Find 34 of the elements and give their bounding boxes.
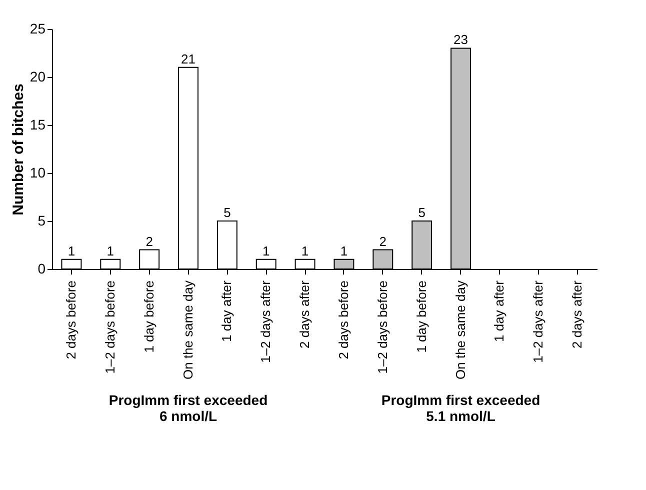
data-label: 2 (379, 234, 387, 249)
y-tick-label: 25 (30, 20, 46, 36)
x-tick-label: 1–2 days after (530, 280, 546, 363)
x-tick-label: 1 day before (414, 280, 429, 353)
x-tick-label: On the same day (452, 280, 468, 380)
x-tick-label: 1–2 days after (258, 280, 274, 363)
y-tick-label: 5 (38, 212, 46, 228)
y-tick-label: 20 (30, 68, 46, 84)
text: ProgImm first exceeded 6 nmol/L (108, 392, 268, 424)
x-tick-label: 2 days before (336, 280, 351, 360)
x-tick-label: 2 days after (570, 280, 585, 348)
data-label: 5 (224, 205, 231, 220)
data-label: 1 (106, 243, 114, 258)
data-label: 5 (418, 205, 426, 220)
data-label: 2 (146, 234, 153, 249)
x-tick-label: 2 days after (297, 280, 312, 348)
x-tick-label: 2 days before (63, 280, 78, 360)
y-axis-title: Number of bitches (10, 84, 27, 216)
data-label: 1 (340, 243, 348, 258)
y-tick-label: 15 (30, 116, 46, 132)
x-tick-label: On the same day (180, 280, 196, 380)
data-label: 21 (181, 51, 196, 66)
data-label: 23 (454, 32, 468, 48)
data-label: 1 (68, 243, 76, 258)
data-label: 1 (262, 243, 270, 258)
x-tick-label: 1 day before (141, 280, 156, 353)
x-tick-label: 1 day after (492, 280, 507, 342)
y-tick-label: 10 (30, 164, 46, 180)
data-label: 1 (301, 243, 309, 258)
text: ProgImm first exceeded 5.1 nmol/L (381, 392, 540, 424)
x-tick-label: 1–2 days before (374, 280, 390, 374)
y-tick-label: 0 (38, 260, 46, 276)
x-tick-label: 1 day after (219, 280, 234, 342)
x-tick-label: 1–2 days before (102, 280, 118, 374)
